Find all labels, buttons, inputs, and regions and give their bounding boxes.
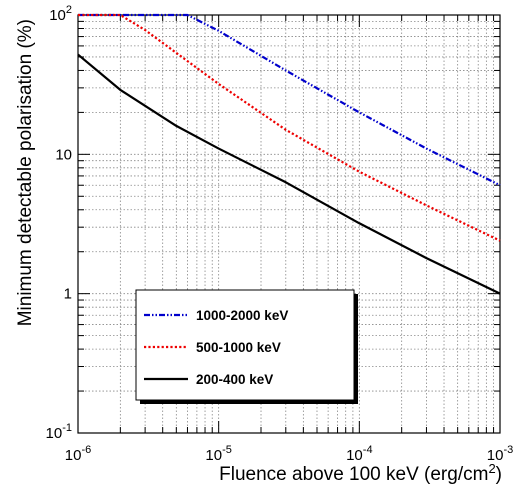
- series-line: [78, 13, 501, 187]
- legend-label: 1000-2000 keV: [196, 308, 288, 323]
- series-line: [77, 53, 501, 295]
- y-axis-title: Minimum detectable polarisation (%): [15, 19, 36, 326]
- legend-label: 200-400 keV: [196, 372, 273, 387]
- series-layer: [77, 13, 501, 295]
- minor-ticks: [77, 15, 500, 434]
- x-axis-title: Fluence above 100 keV (erg/cm2): [219, 461, 502, 485]
- y-tick-label: 1: [64, 286, 72, 303]
- legend-box: [135, 289, 355, 401]
- x-tick-label: 10-5: [205, 444, 231, 464]
- y-tick-label: 102: [49, 4, 72, 24]
- series-line: [78, 13, 501, 242]
- tick-labels: 10-6 10-5 10-4 10-3 10-1 1 10 102: [46, 4, 514, 464]
- y-tick-label: 10: [55, 146, 72, 163]
- x-tick-label: 10-6: [65, 444, 91, 464]
- x-tick-label: 10-3: [487, 444, 513, 464]
- y-tick-label: 10-1: [46, 422, 72, 442]
- legend: 1000-2000 keV 500-1000 keV 200-400 keV: [135, 289, 358, 404]
- legend-label: 500-1000 keV: [196, 340, 281, 355]
- plot-frame: [77, 14, 501, 434]
- x-tick-label: 10-4: [346, 444, 372, 464]
